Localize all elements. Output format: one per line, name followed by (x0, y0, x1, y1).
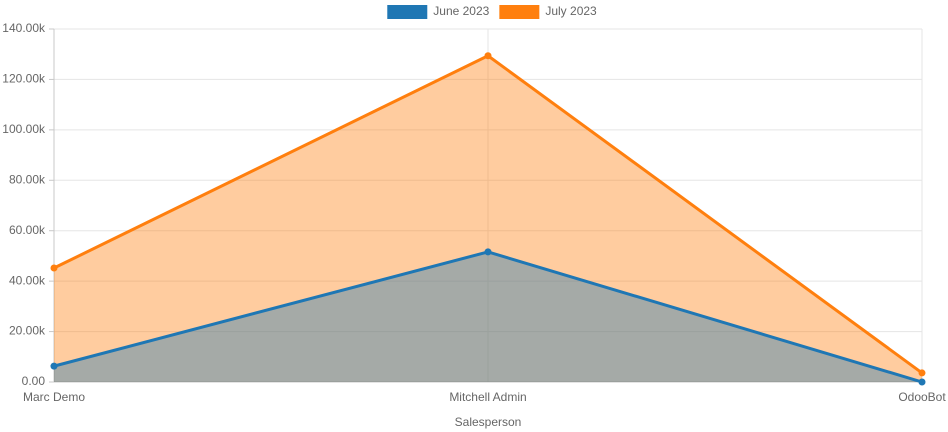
x-tick-label: Marc Demo (23, 390, 85, 404)
legend-swatch[interactable] (387, 5, 428, 19)
point (484, 52, 492, 60)
y-tick-label: 80.00k (9, 172, 46, 186)
point (50, 362, 58, 370)
point (918, 369, 926, 377)
x-tick-label: OdooBot (898, 390, 946, 404)
y-tick-label: 40.00k (9, 273, 46, 287)
point (918, 378, 926, 386)
x-axis-title: Salesperson (455, 415, 522, 429)
y-tick-label: 0.00 (22, 374, 46, 388)
point (484, 248, 492, 256)
area (54, 251, 922, 382)
point (50, 264, 58, 272)
y-tick-label: 140.00k (2, 21, 46, 35)
y-tick-label: 20.00k (9, 324, 46, 338)
y-tick-label: 60.00k (9, 223, 46, 237)
x-tick-label: Mitchell Admin (449, 390, 526, 404)
legend-label[interactable]: June 2023 (433, 4, 489, 18)
y-tick-label: 120.00k (2, 72, 46, 86)
y-tick-label: 100.00k (2, 122, 46, 136)
legend-label[interactable]: July 2023 (545, 4, 597, 18)
legend-swatch[interactable] (499, 5, 540, 19)
area (54, 55, 922, 382)
